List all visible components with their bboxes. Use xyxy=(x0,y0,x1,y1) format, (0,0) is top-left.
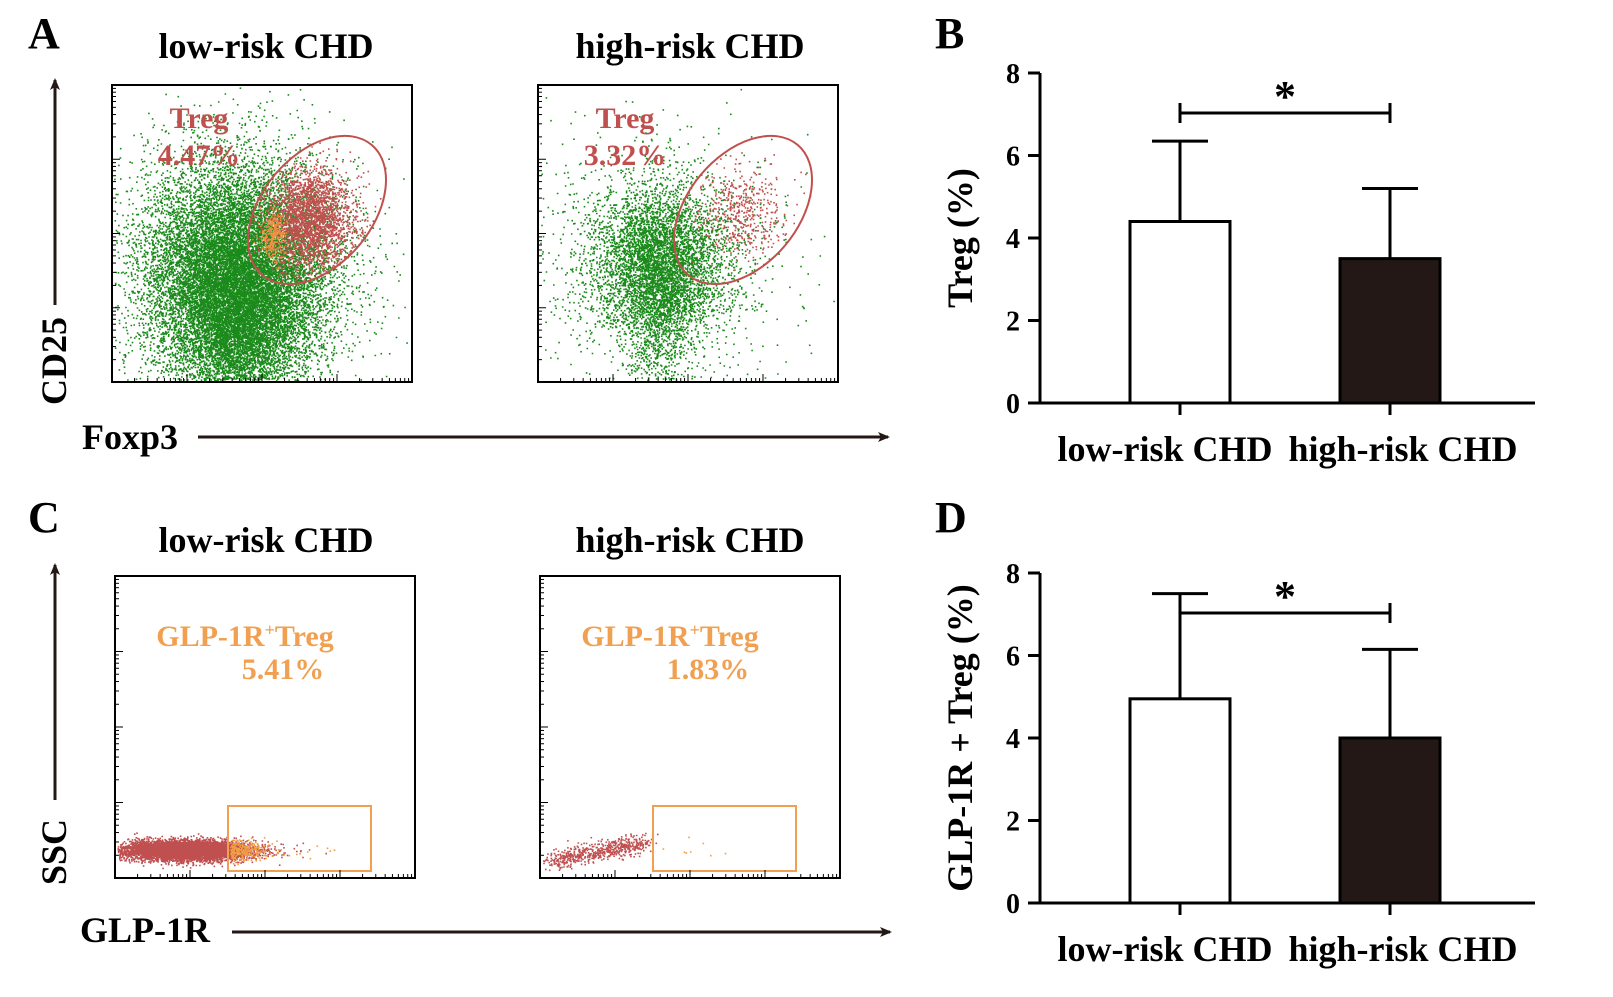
gated-edge-points xyxy=(253,203,295,271)
gated-points xyxy=(250,142,382,286)
y-axis-label-a: CD25 xyxy=(34,317,74,405)
y-tick-label: 2 xyxy=(1006,807,1020,838)
x-tick-label: high-risk CHD xyxy=(1288,429,1517,469)
flow-plot-a-low: Treg 4.47% xyxy=(111,84,413,383)
panel-c: low-risk CHD high-risk CHD GLP-1R+Treg5.… xyxy=(34,520,892,950)
population-tail xyxy=(594,137,721,382)
gate-label-name: GLP-1R+Treg xyxy=(581,620,758,653)
y-axis-label: GLP-1R + Treg (%) xyxy=(940,584,980,891)
positive-points xyxy=(662,836,727,857)
y-tick-label: 8 xyxy=(1006,59,1020,90)
significance-label: * xyxy=(1274,72,1296,121)
gate-label-name: Treg xyxy=(596,102,655,135)
bar-chart-d: 0 2 4 6 8 GLP-1R + Treg (%) low-risk CHD high-r… xyxy=(940,559,1535,969)
y-tick-label: 0 xyxy=(1006,389,1020,420)
x-tick-label: high-risk CHD xyxy=(1288,929,1517,969)
y-tick-label: 4 xyxy=(1006,224,1020,255)
gate-label-value: 1.83% xyxy=(667,653,750,686)
panel-a: low-risk CHD high-risk CHD Treg 4.47% Tre… xyxy=(34,26,890,457)
flow-plot-a-high: Treg 3.32% xyxy=(537,84,839,383)
y-tick-label: 6 xyxy=(1006,142,1020,173)
gate-label-value: 5.41% xyxy=(242,653,325,686)
gate-label-name: GLP-1R+Treg xyxy=(156,620,333,653)
population-tail-points xyxy=(594,137,721,382)
bar xyxy=(1338,257,1442,405)
y-tick-label: 4 xyxy=(1006,724,1020,755)
gate-label-value: 4.47% xyxy=(158,139,241,172)
positive-points xyxy=(230,837,336,866)
main-points xyxy=(543,832,659,872)
glp-1r-gate xyxy=(652,805,797,872)
gate-label-value: 3.32% xyxy=(584,139,667,172)
panel-a-title-high: high-risk CHD xyxy=(575,26,804,66)
bar xyxy=(1128,697,1232,905)
significance-label: * xyxy=(1274,572,1296,621)
y-tick-label: 8 xyxy=(1006,559,1020,590)
gate-label-name: Treg xyxy=(170,102,229,135)
panel-letter-b: B xyxy=(935,9,964,58)
main-points xyxy=(117,832,328,870)
bar xyxy=(1338,736,1442,905)
x-axis-label-c: GLP-1R xyxy=(80,910,211,950)
bar-chart-b: 0 2 4 6 8 Treg (%) low-risk CHD high-risk CHD * xyxy=(940,59,1535,469)
panel-c-title-low: low-risk CHD xyxy=(159,520,374,560)
panel-letter-c: C xyxy=(28,493,60,542)
y-tick-label: 0 xyxy=(1006,889,1020,920)
y-tick-label: 2 xyxy=(1006,307,1020,338)
y-tick-label: 6 xyxy=(1006,642,1020,673)
x-axis-label-a: Foxp3 xyxy=(82,417,178,457)
panel-letter-d: D xyxy=(935,493,967,542)
x-tick-label: low-risk CHD xyxy=(1058,929,1273,969)
x-tick-label: low-risk CHD xyxy=(1058,429,1273,469)
treg-gate xyxy=(673,134,813,286)
population-gated xyxy=(250,142,382,286)
panel-letter-a: A xyxy=(28,9,60,58)
glp-1r-gate xyxy=(227,805,372,872)
panel-c-title-high: high-risk CHD xyxy=(575,520,804,560)
y-axis-label: Treg (%) xyxy=(940,168,980,308)
population-main xyxy=(117,832,336,870)
y-axis-label-c: SSC xyxy=(34,819,74,885)
treg-gate xyxy=(247,134,387,286)
bar xyxy=(1128,220,1232,405)
panel-a-title-low: low-risk CHD xyxy=(159,26,374,66)
population-main xyxy=(543,832,727,872)
